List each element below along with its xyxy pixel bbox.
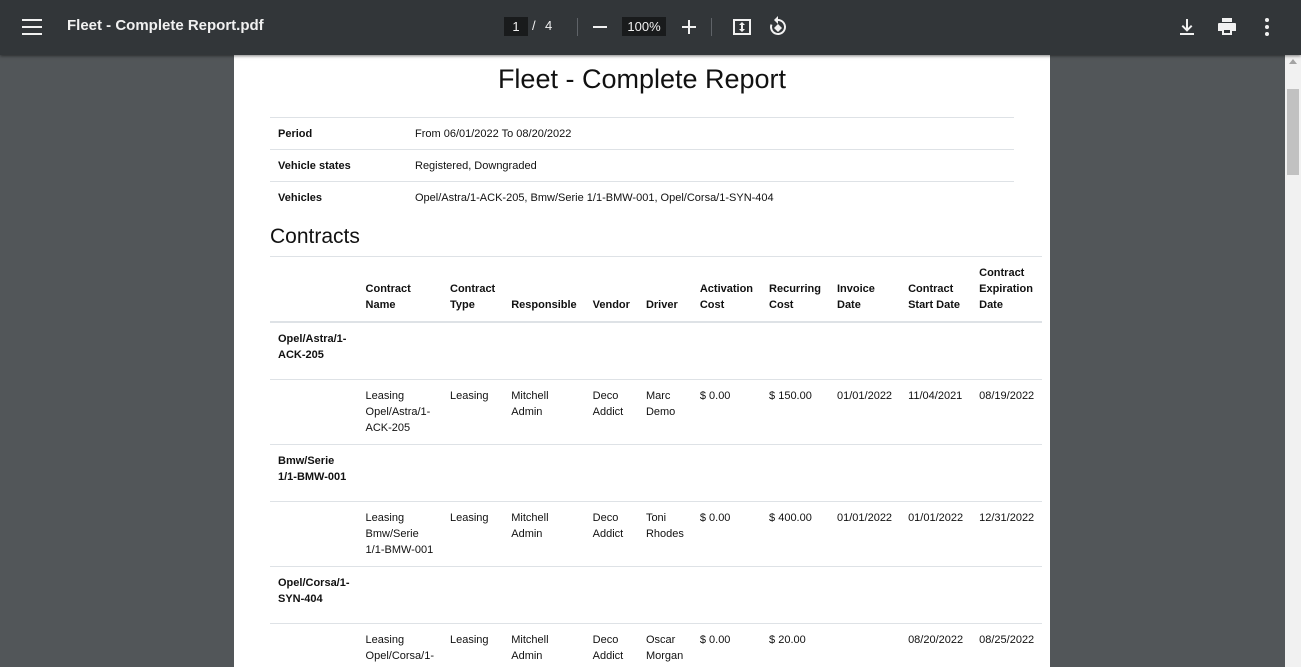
summary-key: Vehicles <box>270 181 407 215</box>
toolbar-divider <box>577 18 578 36</box>
table-cell: $ 150.00 <box>761 379 829 445</box>
table-cell: 08/25/2022 <box>971 623 1043 667</box>
summary-row: Period From 06/01/2022 To 08/20/2022 <box>270 117 1014 150</box>
table-row: Leasing Opel/Corsa/1- Leasing Mitchell A… <box>270 623 1043 667</box>
page-total: 4 <box>545 18 553 33</box>
column-header: Vendor <box>584 256 638 323</box>
column-header: Activation Cost <box>691 256 762 323</box>
more-icon[interactable] <box>1255 15 1279 39</box>
section-title-contracts: Contracts <box>270 225 360 248</box>
table-cell: 11/04/2021 <box>900 379 972 445</box>
column-header: Contract Name <box>357 256 442 323</box>
summary-key: Vehicle states <box>270 149 407 182</box>
vehicle-group-label: Opel/Corsa/1-SYN-404 <box>270 566 358 624</box>
zoom-out-icon[interactable] <box>588 15 612 39</box>
table-cell: Leasing Opel/Astra/1-ACK-205 <box>357 379 442 445</box>
vehicle-group-label: Bmw/Serie 1/1-BMW-001 <box>270 444 358 502</box>
table-cell: Mitchell Admin <box>503 501 585 567</box>
table-cell: Leasing Opel/Corsa/1- <box>357 623 442 667</box>
vehicle-group-row: Opel/Astra/1-ACK-205 <box>270 321 1043 380</box>
column-header: Driver <box>637 256 692 323</box>
vehicle-group-label: Opel/Astra/1-ACK-205 <box>270 321 358 380</box>
column-header: Contract Start Date <box>900 256 972 323</box>
summary-table: Period From 06/01/2022 To 08/20/2022 Veh… <box>270 117 1014 215</box>
table-cell: Deco Addict <box>584 501 638 567</box>
table-cell: 01/01/2022 <box>900 501 972 567</box>
scroll-up-arrow-icon[interactable] <box>1289 59 1297 64</box>
table-cell: $ 0.00 <box>691 379 762 445</box>
group-spacer <box>357 444 1043 502</box>
scrollbar-thumb[interactable] <box>1287 89 1299 175</box>
table-cell: Oscar Morgan <box>637 623 692 667</box>
table-row: Leasing Opel/Astra/1-ACK-205 Leasing Mit… <box>270 379 1043 445</box>
summary-key: Period <box>270 117 407 150</box>
table-cell <box>270 623 358 667</box>
vehicle-group-row: Bmw/Serie 1/1-BMW-001 <box>270 444 1043 502</box>
table-cell: Leasing <box>442 379 504 445</box>
toolbar-divider <box>711 18 712 36</box>
download-icon[interactable] <box>1175 15 1199 39</box>
rotate-icon[interactable] <box>766 15 790 39</box>
menu-icon[interactable] <box>22 19 42 35</box>
table-cell <box>270 501 358 567</box>
column-header: Contract Type <box>442 256 504 323</box>
page-number-input[interactable]: 1 <box>504 17 528 36</box>
zoom-level-input[interactable]: 100% <box>622 17 666 36</box>
table-cell: 12/31/2022 <box>971 501 1043 567</box>
table-cell: Leasing <box>442 501 504 567</box>
pdf-toolbar: Fleet - Complete Report.pdf 1 / 4 100% <box>0 0 1301 55</box>
table-cell: Mitchell Admin <box>503 379 585 445</box>
table-cell <box>270 379 358 445</box>
vehicle-group-row: Opel/Corsa/1-SYN-404 <box>270 566 1043 624</box>
table-cell: $ 0.00 <box>691 501 762 567</box>
column-header <box>270 256 358 323</box>
table-cell: Leasing <box>442 623 504 667</box>
column-header: Recurring Cost <box>761 256 829 323</box>
pdf-page: Fleet - Complete Report Period From 06/0… <box>234 55 1050 667</box>
table-cell: 08/19/2022 <box>971 379 1043 445</box>
table-header-row: Contract Name Contract Type Responsible … <box>270 256 1043 323</box>
print-icon[interactable] <box>1215 15 1239 39</box>
table-cell: Marc Demo <box>637 379 692 445</box>
vertical-scrollbar[interactable] <box>1285 55 1301 667</box>
report-title: Fleet - Complete Report <box>497 64 787 94</box>
zoom-in-icon[interactable] <box>677 15 701 39</box>
table-cell: $ 20.00 <box>761 623 829 667</box>
document-title: Fleet - Complete Report.pdf <box>67 17 264 34</box>
table-cell <box>829 623 901 667</box>
summary-row: Vehicle states Registered, Downgraded <box>270 149 1014 182</box>
contracts-table: Contract Name Contract Type Responsible … <box>270 256 1043 667</box>
table-cell: $ 0.00 <box>691 623 762 667</box>
table-cell: 08/20/2022 <box>900 623 972 667</box>
summary-value: Opel/Astra/1-ACK-205, Bmw/Serie 1/1-BMW-… <box>407 181 1014 215</box>
table-cell: Deco Addict <box>584 623 638 667</box>
table-cell: Mitchell Admin <box>503 623 585 667</box>
summary-value: From 06/01/2022 To 08/20/2022 <box>407 117 1014 150</box>
column-header: Responsible <box>503 256 585 323</box>
group-spacer <box>357 566 1043 624</box>
column-header: Contract Expiration Date <box>971 256 1043 323</box>
table-cell: 01/01/2022 <box>829 501 901 567</box>
table-cell: Leasing Bmw/Serie 1/1-BMW-001 <box>357 501 442 567</box>
table-row: Leasing Bmw/Serie 1/1-BMW-001 Leasing Mi… <box>270 501 1043 567</box>
table-cell: Toni Rhodes <box>637 501 692 567</box>
column-header: Invoice Date <box>829 256 901 323</box>
table-cell: 01/01/2022 <box>829 379 901 445</box>
table-cell: $ 400.00 <box>761 501 829 567</box>
fit-page-icon[interactable] <box>730 15 754 39</box>
table-cell: Deco Addict <box>584 379 638 445</box>
group-spacer <box>357 321 1043 380</box>
summary-row: Vehicles Opel/Astra/1-ACK-205, Bmw/Serie… <box>270 181 1014 215</box>
page-separator: / <box>532 18 536 33</box>
summary-value: Registered, Downgraded <box>407 149 1014 182</box>
